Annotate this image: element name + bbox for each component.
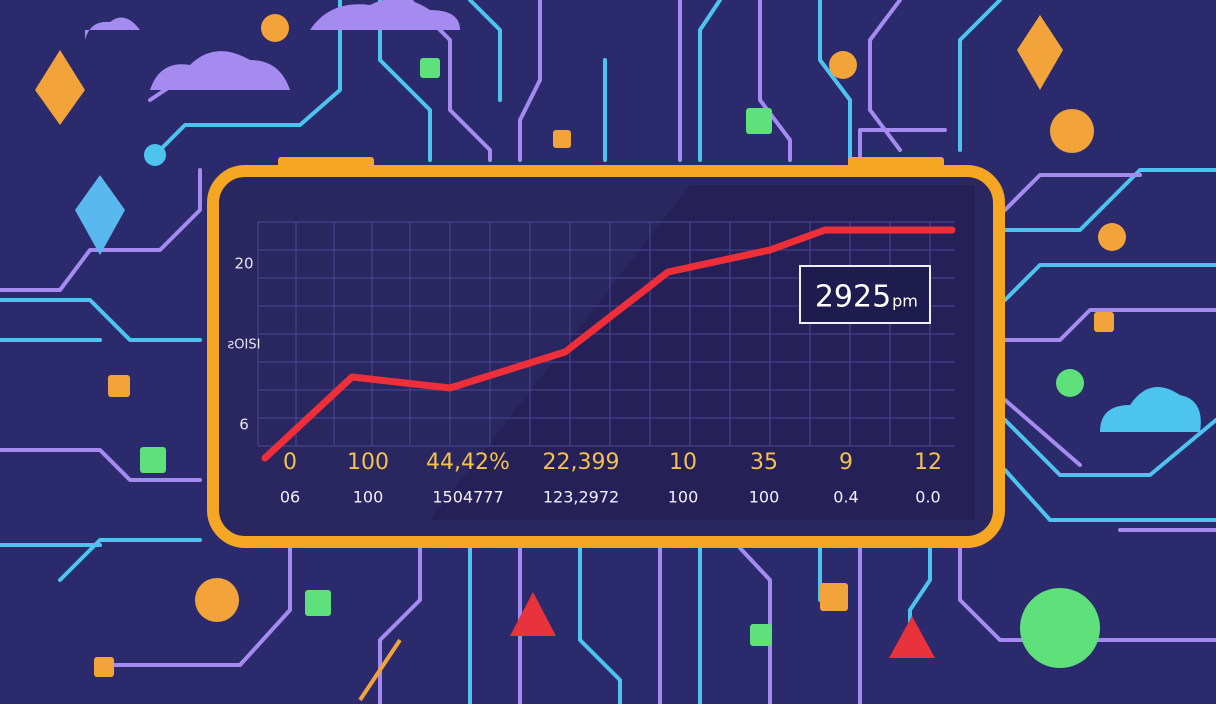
secondary-value: 06	[280, 488, 300, 507]
trend-line	[261, 226, 956, 462]
primary-value: 0	[283, 450, 297, 475]
frame-tab	[848, 157, 944, 167]
y-label: 20	[234, 255, 253, 273]
secondary-value: 1504777	[432, 488, 503, 507]
decor-icons	[35, 0, 1201, 677]
y-label: 6	[239, 416, 249, 434]
primary-value: 12	[914, 450, 942, 475]
secondary-value: 100	[749, 488, 780, 507]
y-label: ƨOISI	[228, 338, 261, 353]
secondary-value: 0.0	[915, 488, 940, 507]
callout-value: 2925	[815, 280, 891, 315]
secondary-value: 100	[353, 488, 384, 507]
frame-tab	[278, 157, 374, 167]
secondary-value: 0.4	[833, 488, 858, 507]
grid	[257, 221, 955, 447]
callout-box	[799, 265, 931, 324]
primary-value: 44,42%	[426, 450, 510, 475]
secondary-value: 123,2972	[543, 488, 619, 507]
primary-value: 100	[347, 450, 389, 475]
primary-value: 35	[750, 450, 778, 475]
value-rows: 0 100 44,42% 22,399 10 35 9 12 06 100 1504777 123,2…	[280, 450, 942, 507]
primary-value: 10	[669, 450, 697, 475]
callout-unit: pm	[892, 292, 918, 311]
secondary-value: 100	[668, 488, 699, 507]
primary-value: 22,399	[543, 450, 620, 475]
primary-value: 9	[839, 450, 853, 475]
